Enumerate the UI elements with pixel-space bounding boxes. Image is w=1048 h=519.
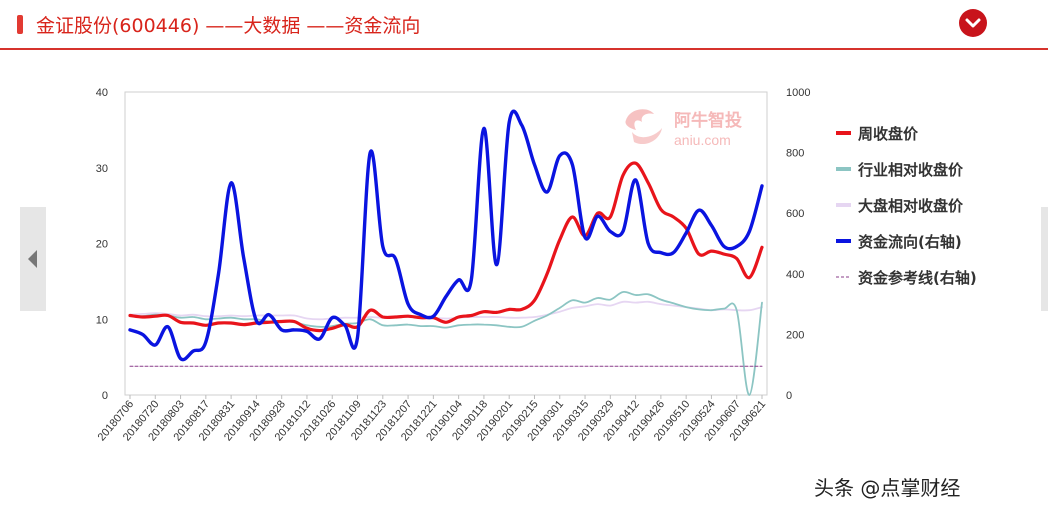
collapse-button[interactable] — [959, 9, 987, 37]
legend-item[interactable]: 周收盘价 — [836, 125, 919, 143]
plot-series — [128, 109, 764, 396]
legend-label: 资金流向(右轴) — [858, 233, 962, 251]
legend-item[interactable]: 大盘相对收盘价 — [836, 197, 964, 215]
title-accent-bar — [17, 15, 23, 34]
price-line — [128, 161, 764, 333]
legend-item[interactable]: 资金流向(右轴) — [836, 233, 962, 251]
y-right-tick-label: 800 — [786, 148, 804, 160]
y-right-tick-label: 400 — [786, 269, 804, 281]
industry-relative-line — [129, 290, 763, 396]
caret-left-icon — [28, 250, 37, 268]
aniu-logo: 阿牛智投 aniu.com — [625, 109, 742, 148]
y-left-tick-label: 0 — [102, 390, 108, 402]
y-left-tick-label: 10 — [96, 314, 108, 326]
y-left-tick-label: 40 — [96, 87, 108, 99]
legend-label: 周收盘价 — [858, 125, 919, 143]
legend-item[interactable]: 资金参考线(右轴) — [836, 269, 977, 287]
y-left-tick-label: 20 — [96, 239, 108, 251]
y-axis-right: 0 200 400 600 800 1000 — [786, 87, 810, 402]
y-right-tick-label: 0 — [786, 390, 792, 402]
y-left-tick-label: 30 — [96, 163, 108, 175]
prev-slide-button[interactable] — [20, 207, 46, 311]
y-right-tick-label: 1000 — [786, 87, 810, 99]
legend-item[interactable]: 行业相对收盘价 — [836, 161, 964, 179]
capital-flow-line — [128, 109, 764, 362]
chevron-down-icon — [965, 18, 981, 28]
source-watermark: 头条 @点掌财经 — [814, 476, 961, 500]
plot-frame — [124, 91, 768, 396]
y-right-tick-label: 200 — [786, 329, 804, 341]
page-title: 金证股份(600446) ——大数据 ——资金流向 — [36, 15, 421, 37]
market-relative-line — [129, 300, 763, 321]
logo-name: 阿牛智投 — [674, 110, 742, 130]
panel-header: 金证股份(600446) ——大数据 ——资金流向 — [0, 0, 1048, 50]
y-axis-left: 0 10 20 30 40 — [96, 87, 108, 402]
chart-axes — [124, 91, 768, 396]
legend-label: 资金参考线(右轴) — [858, 269, 977, 287]
legend-label: 行业相对收盘价 — [857, 161, 964, 179]
legend-label: 大盘相对收盘价 — [858, 197, 964, 215]
x-axis: 2018070620180720201808032018081720180831… — [96, 395, 768, 443]
logo-domain: aniu.com — [674, 132, 731, 148]
y-right-tick-label: 600 — [786, 208, 804, 220]
next-slide-edge[interactable] — [1041, 207, 1048, 311]
